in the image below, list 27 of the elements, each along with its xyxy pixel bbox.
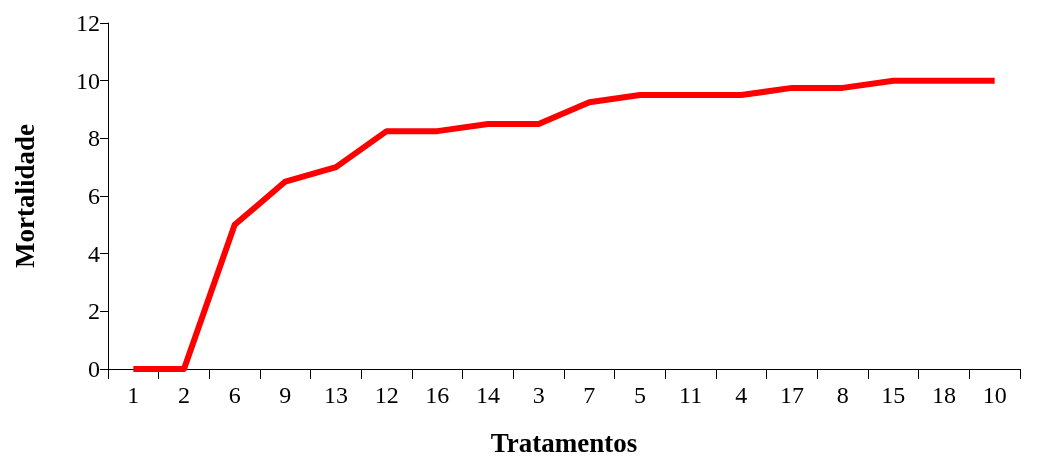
- y-tick-label: 4: [88, 240, 100, 267]
- y-tick-label: 12: [76, 10, 100, 36]
- x-tick-label: 7: [583, 382, 596, 408]
- x-tick-label: 1: [127, 382, 140, 408]
- x-tick-label: 15: [881, 382, 906, 408]
- x-tick-label: 18: [932, 382, 956, 408]
- x-tick-label: 13: [324, 382, 348, 408]
- x-tick-label: 4: [735, 382, 748, 408]
- x-tick-label: 6: [228, 382, 241, 408]
- x-axis-title: Tratamentos: [490, 427, 638, 458]
- y-tick-label: 2: [88, 298, 100, 325]
- y-tick-label: 10: [76, 67, 100, 94]
- y-tick-label: 8: [88, 125, 100, 152]
- x-tick-label: 9: [279, 382, 292, 408]
- x-tick-label: 16: [425, 382, 450, 408]
- y-axis-title: Mortalidade: [9, 124, 40, 268]
- x-tick-label: 11: [679, 382, 703, 408]
- x-tick-label: 17: [780, 382, 804, 408]
- y-tick-label: 6: [88, 183, 100, 209]
- x-tick-label: 14: [476, 382, 500, 408]
- y-tick-label: 0: [88, 356, 100, 382]
- x-tick-label: 5: [634, 382, 646, 408]
- x-tick-label: 10: [982, 382, 1007, 408]
- x-tick-label: 3: [532, 382, 545, 408]
- x-tick-label: 8: [836, 382, 849, 408]
- x-tick-label: 2: [178, 382, 190, 408]
- x-tick-label: 12: [374, 382, 399, 408]
